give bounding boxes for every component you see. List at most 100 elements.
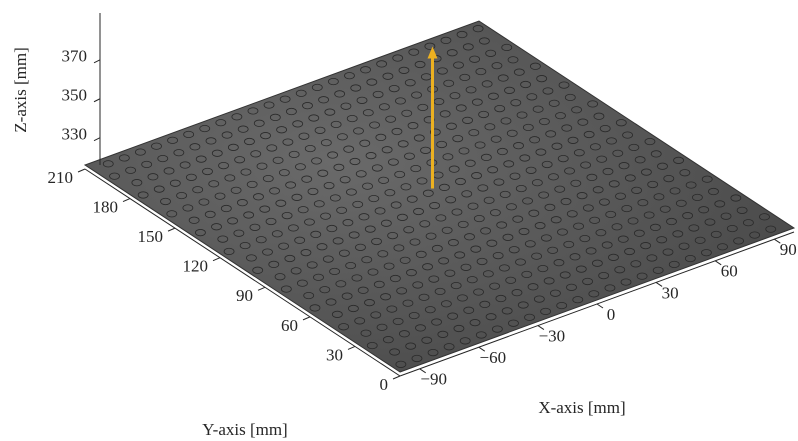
hole bbox=[445, 196, 457, 204]
hole bbox=[252, 266, 264, 274]
hole bbox=[306, 261, 318, 269]
hole bbox=[592, 186, 604, 194]
hole bbox=[199, 124, 211, 133]
hole bbox=[572, 296, 584, 304]
hole bbox=[341, 292, 353, 300]
y-tick bbox=[212, 257, 221, 262]
hole bbox=[606, 137, 617, 145]
hole bbox=[351, 274, 363, 282]
hole bbox=[481, 80, 493, 88]
hole bbox=[575, 265, 587, 273]
hole bbox=[663, 174, 675, 183]
hole bbox=[169, 179, 181, 187]
hole bbox=[333, 163, 345, 171]
hole bbox=[570, 179, 582, 187]
x-axis-label: X-axis [mm] bbox=[538, 398, 625, 417]
hole bbox=[500, 117, 512, 125]
y-tick bbox=[347, 345, 356, 350]
hole bbox=[566, 283, 577, 291]
hole bbox=[218, 162, 229, 170]
y-tick bbox=[302, 316, 311, 321]
hole bbox=[453, 324, 465, 333]
hole bbox=[195, 229, 206, 237]
hole bbox=[631, 186, 643, 194]
hole bbox=[163, 167, 175, 175]
hole bbox=[310, 230, 322, 239]
hole bbox=[527, 283, 539, 291]
hole bbox=[198, 198, 210, 206]
y-tick bbox=[77, 168, 86, 173]
hole bbox=[759, 213, 770, 221]
hole bbox=[429, 128, 441, 136]
hole bbox=[480, 153, 492, 162]
hole bbox=[297, 279, 308, 287]
hole bbox=[303, 291, 315, 300]
hole bbox=[204, 210, 216, 219]
hole bbox=[404, 79, 416, 87]
hole bbox=[591, 259, 603, 267]
hole bbox=[622, 131, 633, 139]
hole bbox=[291, 193, 303, 201]
hole bbox=[393, 244, 405, 252]
hole bbox=[461, 190, 473, 198]
hole bbox=[457, 220, 469, 229]
hole bbox=[439, 110, 451, 118]
hole bbox=[327, 151, 339, 159]
hole bbox=[491, 325, 503, 333]
hole bbox=[488, 92, 499, 100]
hole bbox=[319, 286, 331, 294]
hole bbox=[599, 125, 611, 133]
hole bbox=[717, 243, 728, 251]
hole bbox=[423, 116, 435, 124]
hole bbox=[556, 301, 568, 310]
hole bbox=[109, 172, 120, 180]
hole bbox=[558, 81, 570, 89]
y-tick bbox=[122, 198, 131, 203]
hole bbox=[545, 130, 557, 138]
hole bbox=[533, 295, 545, 303]
hole bbox=[524, 313, 535, 321]
hole bbox=[446, 49, 458, 57]
hole bbox=[350, 84, 362, 92]
hole bbox=[449, 92, 461, 100]
hole bbox=[157, 154, 169, 163]
hole bbox=[325, 298, 337, 306]
hole bbox=[237, 125, 249, 133]
y-tick-label: 0 bbox=[380, 375, 389, 394]
hole bbox=[118, 154, 130, 162]
hole bbox=[470, 245, 482, 253]
hole bbox=[217, 235, 229, 243]
hole bbox=[260, 132, 271, 140]
hole bbox=[513, 68, 525, 76]
hole bbox=[340, 102, 352, 110]
hole bbox=[329, 194, 341, 202]
hole bbox=[428, 275, 440, 283]
hole bbox=[417, 103, 429, 112]
hole bbox=[647, 180, 659, 189]
hole bbox=[537, 264, 549, 273]
hole bbox=[653, 193, 665, 201]
hole bbox=[353, 127, 364, 135]
hole bbox=[356, 96, 368, 104]
hole bbox=[367, 268, 379, 276]
hole bbox=[349, 157, 361, 166]
hole bbox=[131, 179, 143, 187]
hole bbox=[679, 169, 691, 177]
hole bbox=[564, 167, 575, 175]
hole bbox=[338, 323, 350, 331]
hole bbox=[479, 300, 491, 308]
hole bbox=[765, 225, 777, 233]
hole bbox=[371, 237, 382, 246]
hole bbox=[239, 241, 251, 250]
hole bbox=[520, 80, 531, 89]
hole bbox=[540, 307, 552, 316]
hole bbox=[388, 85, 400, 93]
hole bbox=[331, 310, 343, 318]
hole bbox=[125, 166, 136, 174]
hole bbox=[405, 342, 417, 350]
hole bbox=[137, 191, 149, 199]
hole bbox=[256, 162, 268, 170]
hole bbox=[414, 60, 426, 69]
hole bbox=[478, 37, 490, 45]
hole bbox=[443, 343, 455, 351]
